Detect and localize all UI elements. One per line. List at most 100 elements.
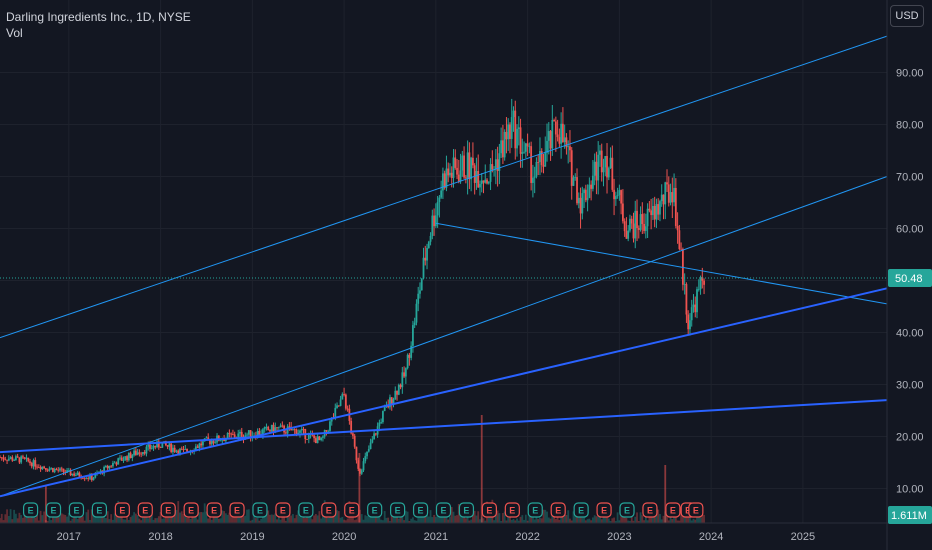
candle-body (604, 156, 607, 168)
volume-bar (62, 514, 65, 523)
candle-body (574, 177, 577, 178)
candle-body (526, 143, 529, 147)
volume-bar (240, 512, 243, 523)
candle-body (246, 434, 248, 436)
candle-body (7, 458, 10, 461)
candle-body (659, 201, 661, 215)
candle-body (172, 447, 174, 452)
earnings-marker: E (206, 502, 222, 518)
candle-body (32, 460, 35, 467)
candle-body (570, 150, 573, 186)
candle-body (209, 439, 211, 445)
volume-bar (0, 513, 3, 523)
volume-bar (189, 518, 192, 523)
volume-bar (662, 515, 665, 523)
volume-bar (4, 514, 7, 523)
candle-body (249, 430, 252, 438)
candle-body (611, 157, 614, 190)
candle-body (325, 430, 328, 432)
candle-body (20, 456, 23, 463)
candle-body (230, 433, 233, 435)
volume-bar (415, 520, 418, 523)
candle-body (36, 466, 38, 468)
volume-bar (618, 520, 621, 523)
volume-bar (80, 514, 83, 523)
volume-bar (584, 520, 587, 523)
volume-bar (311, 519, 314, 523)
earnings-marker: E (458, 502, 475, 518)
candle-body (104, 465, 107, 467)
candle-body (554, 121, 557, 135)
candle-body (103, 466, 106, 474)
candle-body (394, 390, 397, 400)
candle-body (156, 441, 158, 448)
candle-body (217, 435, 220, 441)
volume-bar (173, 511, 176, 523)
candle-body (445, 168, 448, 188)
candle-body (92, 477, 95, 481)
candle-body (457, 174, 460, 182)
volume-bar (120, 513, 123, 523)
x-tick-label: 2017 (57, 531, 81, 543)
volume-bar (163, 518, 166, 523)
candle-body (314, 438, 317, 444)
volume-bar (410, 518, 413, 523)
candle-body (440, 190, 443, 198)
candle-body (186, 448, 188, 452)
candle-body (607, 168, 610, 178)
volume-bar (316, 515, 319, 523)
earnings-marker-box (114, 502, 130, 518)
candle-body (420, 278, 423, 291)
candle-body (55, 469, 58, 470)
volume-bar (76, 519, 79, 523)
volume-bar (562, 513, 564, 523)
candle-body (565, 137, 568, 148)
volume-bar (468, 520, 471, 523)
volume-bar (300, 517, 303, 523)
volume-bar (2, 520, 5, 523)
x-tick-label: 2020 (332, 531, 356, 543)
earnings-marker-label: E (601, 506, 607, 516)
earnings-marker-box (527, 502, 543, 518)
earnings-marker-label: E (372, 506, 378, 516)
candle-body (579, 197, 582, 214)
earnings-marker: E (344, 502, 360, 518)
volume-bar (563, 512, 566, 523)
earnings-marker: E (68, 502, 85, 518)
volume-bar (200, 511, 203, 523)
volume-bar (90, 509, 93, 523)
volume-bar (214, 517, 217, 523)
volume-bar (140, 520, 143, 523)
candle-body (367, 449, 370, 452)
candle-body (293, 429, 296, 430)
candle-body (450, 172, 453, 178)
volume-bar (502, 513, 504, 523)
candle-body (48, 468, 51, 471)
candle-body (689, 320, 691, 330)
volume-bar (516, 518, 518, 523)
currency-button[interactable]: USD (890, 5, 924, 27)
volume-spike (480, 415, 483, 523)
volume-bar (613, 517, 615, 523)
candle-body (281, 425, 284, 427)
candle-body (18, 457, 21, 463)
volume-bar (122, 519, 125, 523)
candle-body (300, 428, 303, 431)
volume-bar (357, 515, 360, 523)
candle-body (487, 181, 490, 184)
volume-bar (577, 515, 580, 523)
candle-body (510, 117, 513, 139)
volume-bar (186, 517, 188, 523)
volume-bar (373, 513, 375, 523)
volume-bar (433, 514, 435, 523)
earnings-marker: E (183, 502, 199, 518)
candle-body (127, 452, 130, 461)
candle-body (29, 461, 31, 464)
volume-bar (16, 518, 19, 523)
volume-bar (263, 512, 266, 523)
candle-body (516, 128, 518, 149)
candle-body (472, 157, 474, 166)
volume-bar (611, 518, 614, 523)
volume-bar (297, 510, 300, 523)
